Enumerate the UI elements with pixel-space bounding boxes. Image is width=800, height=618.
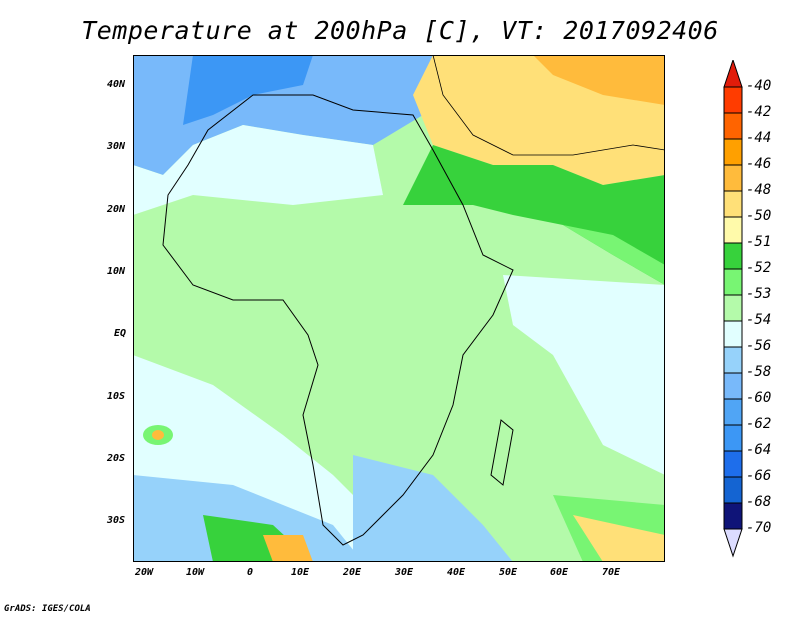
colorbar-label: -46: [746, 156, 772, 172]
colorbar-swatch: [723, 190, 743, 218]
colorbar-swatch: [723, 476, 743, 504]
x-tick: 60E: [550, 567, 569, 578]
map-frame: [133, 55, 665, 562]
y-tick: 40N: [107, 79, 126, 90]
y-tick: 30N: [107, 141, 126, 152]
temperature-map: [133, 55, 665, 562]
colorbar-label: -54: [746, 312, 772, 328]
cool-region-sahara: [133, 125, 383, 215]
colorbar-swatch: [723, 138, 743, 166]
colorbar-swatch: [723, 86, 743, 114]
colorbar-swatch: [723, 450, 743, 478]
colorbar-label: -53: [746, 286, 772, 302]
colorbar-label: -50: [746, 208, 772, 224]
colorbar-label: -56: [746, 338, 772, 354]
y-tick: 30S: [107, 515, 126, 526]
credit-text: GrADS: IGES/COLA: [4, 604, 91, 614]
colorbar-label: -48: [746, 182, 772, 198]
x-tick: 20E: [343, 567, 362, 578]
y-tick: 20S: [107, 453, 126, 464]
colorbar-swatch: [723, 112, 743, 140]
africa-coastline: [162, 94, 514, 546]
colorbar-label: -42: [746, 104, 772, 120]
colorbar-swatch: [723, 216, 743, 244]
madagascar-coastline: [490, 419, 514, 486]
colorbar-over-arrow: [723, 60, 743, 88]
colorbar-label: -64: [746, 442, 772, 458]
colorbar-swatch: [723, 398, 743, 426]
colorbar-swatch: [723, 268, 743, 296]
colorbar-swatch: [723, 372, 743, 400]
colorbar-label: -68: [746, 494, 772, 510]
y-tick: 20N: [107, 204, 126, 215]
green-band-arabia: [403, 145, 665, 285]
colorbar-swatch: [723, 242, 743, 270]
x-tick: 40E: [447, 567, 466, 578]
x-tick: 30E: [395, 567, 414, 578]
y-tick: 10S: [107, 391, 126, 402]
x-tick: 0: [247, 567, 254, 578]
cool-region-indian-ocean: [503, 275, 665, 475]
x-tick: 20W: [135, 567, 154, 578]
colorbar-swatch: [723, 164, 743, 192]
colorbar-swatch: [723, 346, 743, 374]
colorbar-label: -70: [746, 520, 772, 536]
colorbar-label: -44: [746, 130, 772, 146]
colorbar-label: -52: [746, 260, 772, 276]
y-tick: 10N: [107, 266, 126, 277]
colorbar-label: -40: [746, 78, 772, 94]
colorbar-swatch: [723, 294, 743, 322]
colorbar-label: -51: [746, 234, 772, 250]
colorbar-label: -58: [746, 364, 772, 380]
x-tick: 50E: [499, 567, 518, 578]
colorbar: [723, 60, 743, 558]
colorbar-under-arrow: [723, 528, 743, 558]
colorbar-swatch: [723, 424, 743, 452]
colorbar-label: -66: [746, 468, 772, 484]
colorbar-swatch: [723, 502, 743, 530]
asia-coastline: [432, 55, 665, 156]
x-tick: 70E: [602, 567, 621, 578]
y-tick: EQ: [114, 328, 127, 339]
x-tick: 10W: [186, 567, 205, 578]
map-title: Temperature at 200hPa [C], VT: 201709240…: [81, 16, 719, 45]
warmer-region-ne: [533, 55, 665, 105]
colorbar-label: -62: [746, 416, 772, 432]
x-tick: 10E: [291, 567, 310, 578]
colorbar-label: -60: [746, 390, 772, 406]
colorbar-swatch: [723, 320, 743, 348]
cold-core-nw: [183, 55, 313, 125]
